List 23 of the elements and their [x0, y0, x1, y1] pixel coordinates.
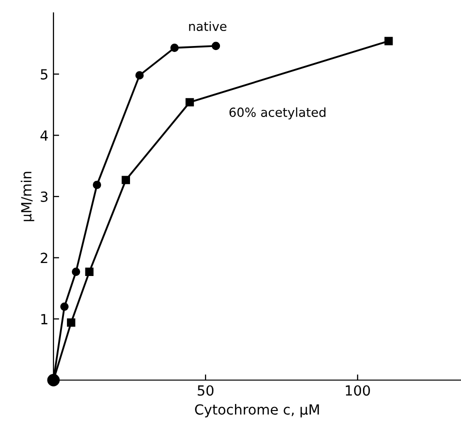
y-tick-label: 4 — [40, 130, 48, 141]
point — [47, 374, 60, 386]
point — [384, 36, 393, 46]
y-tick-label: 5 — [40, 69, 48, 80]
series-label: 60% acetylated — [229, 107, 326, 120]
point — [135, 71, 144, 80]
y-tick-label: 1 — [41, 314, 48, 324]
x-axis-title: Cytochrome c, μM — [195, 404, 319, 418]
series-label: native — [189, 21, 226, 32]
point — [60, 302, 69, 311]
point — [170, 44, 179, 52]
point — [72, 268, 80, 276]
point — [66, 318, 76, 327]
point — [186, 98, 194, 106]
point — [85, 268, 94, 276]
point — [122, 176, 130, 184]
point — [212, 42, 220, 50]
y-tick-label: 2 — [40, 252, 48, 263]
x-tick-label: 100 — [346, 385, 370, 396]
y-axis-title: μM/min — [20, 172, 34, 222]
point — [92, 180, 102, 190]
x-tick-label: 50 — [198, 385, 214, 396]
y-tick-label: 3 — [40, 191, 48, 202]
